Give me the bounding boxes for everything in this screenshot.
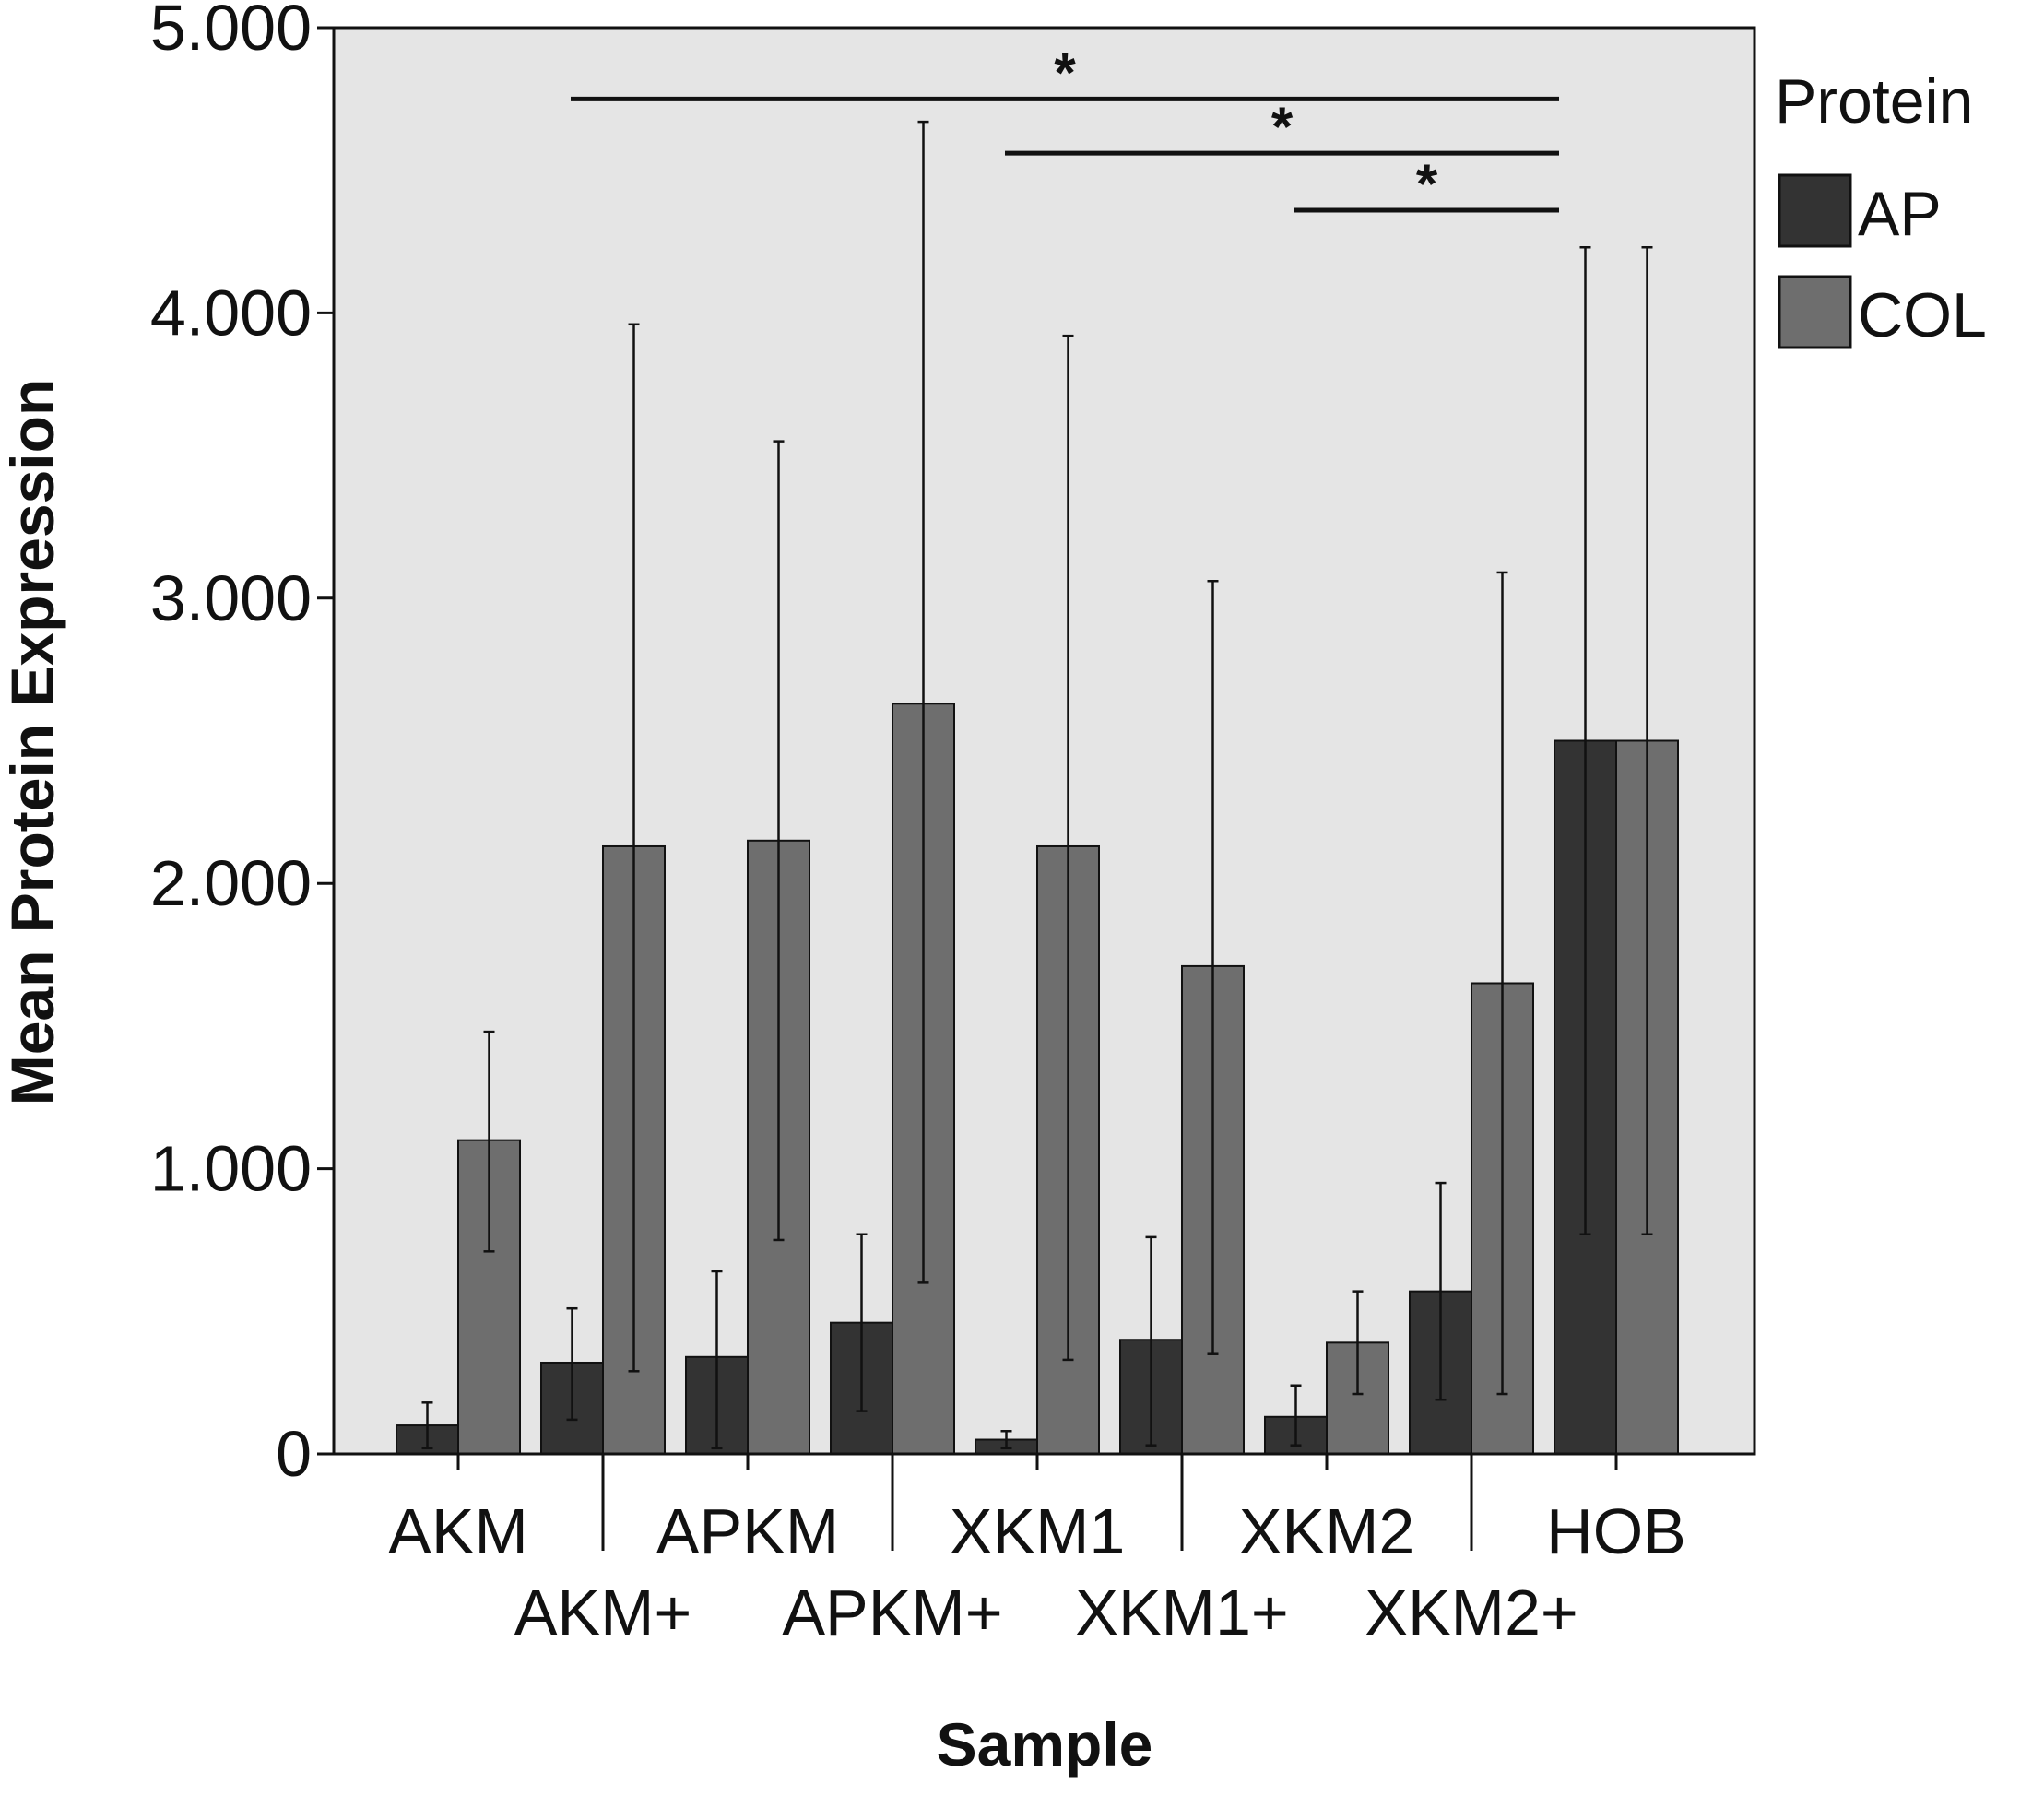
legend-label-ap: AP [1858, 179, 1942, 249]
y-tick-label-3: 3.000 [150, 562, 312, 634]
y-axis-title: Mean Protein Expression [0, 379, 66, 1106]
error-bars-layer [421, 120, 1653, 1450]
x-tick-label-xkm2-: XKM2+ [1365, 1577, 1578, 1648]
legend-title: Protein [1775, 66, 1973, 136]
x-tick-label-akm-: AKM+ [514, 1577, 692, 1648]
y-tick-label-2: 2.000 [150, 847, 312, 919]
axes-layer: 0 1.000 2.000 3.000 4.000 5.000 AKM AKM+ APKM APK… [150, 0, 1756, 1648]
y-tick-label-5: 5.000 [150, 0, 312, 64]
significance-star-3: * [1416, 153, 1438, 215]
y-tick-label-0: 0 [276, 1418, 312, 1490]
y-tick-label-4: 4.000 [150, 277, 312, 348]
legend-label-col: COL [1858, 280, 1987, 350]
plot-frame [332, 26, 1756, 1456]
x-axis-title: Sample [937, 1710, 1153, 1778]
x-tick-label-xkm1-: XKM1+ [1075, 1577, 1289, 1648]
significance-star-1: * [1054, 41, 1076, 103]
legend-swatch-col [1778, 275, 1852, 349]
x-tick-label-hob: HOB [1546, 1495, 1686, 1567]
x-tick-label-apkm: APKM [656, 1495, 839, 1567]
legend-swatch-ap [1778, 173, 1852, 248]
x-tick-label-xkm1: XKM1 [950, 1495, 1126, 1567]
x-tick-label-apkm-: APKM+ [782, 1577, 1002, 1648]
x-tick-label-akm: AKM [388, 1495, 528, 1567]
significance-star-2: * [1271, 96, 1294, 158]
significance-layer: * * * [571, 41, 1559, 215]
x-tick-label-xkm2: XKM2 [1239, 1495, 1415, 1567]
legend: Protein AP COL [1775, 66, 1987, 350]
y-tick-label-1: 1.000 [150, 1133, 312, 1205]
